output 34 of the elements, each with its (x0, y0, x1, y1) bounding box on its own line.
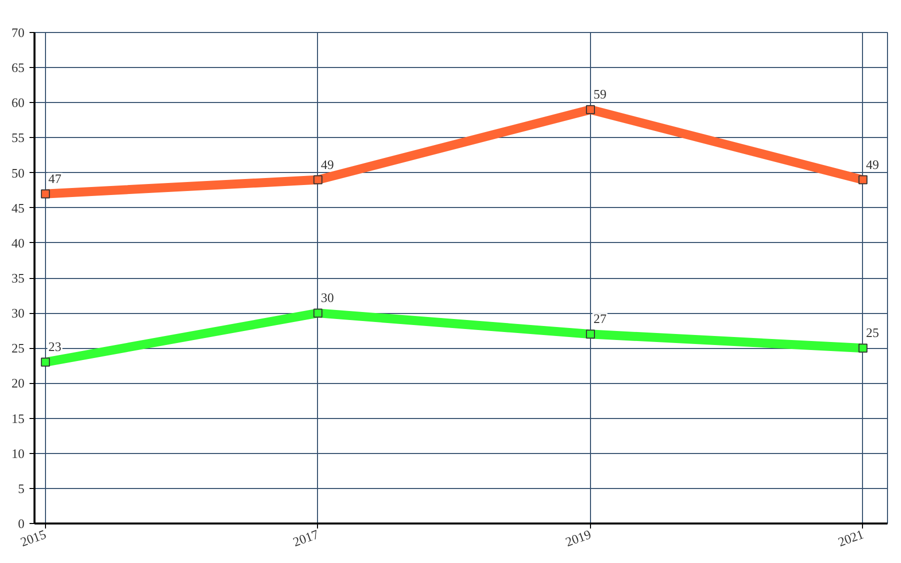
data-label: 25 (866, 325, 879, 340)
point (313, 308, 322, 318)
y-tick-label: 45 (12, 200, 24, 216)
y-tick-label: 5 (18, 480, 24, 496)
y-tick-label: 20 (12, 376, 24, 391)
y-tick-label: 65 (12, 60, 24, 76)
y-tick-label: 15 (12, 410, 24, 426)
y-tick-label: 0 (18, 516, 24, 531)
data-label: 23 (48, 339, 62, 354)
data-label: 30 (320, 290, 334, 306)
y-tick-label: 30 (12, 306, 24, 321)
data-label: 49 (866, 156, 879, 172)
point (586, 105, 595, 114)
x-tick-label: 2019 (563, 526, 594, 550)
y-tick-label: 60 (12, 95, 24, 110)
point (40, 358, 50, 367)
x-tick-label: 2021 (836, 526, 866, 550)
point (858, 344, 868, 353)
point (586, 330, 595, 339)
point (858, 175, 868, 184)
y-tick-label: 70 (12, 25, 24, 40)
point (40, 189, 50, 198)
data-label: 49 (320, 156, 334, 172)
data-label: 27 (593, 311, 607, 326)
y-tick-label: 25 (12, 340, 24, 356)
y-tick-label: 50 (12, 165, 24, 180)
point (313, 175, 322, 184)
y-tick-label: 35 (12, 270, 24, 286)
x-tick-label: 2017 (290, 526, 321, 550)
y-tick-label: 10 (12, 446, 24, 461)
data-label: 47 (48, 170, 62, 186)
y-tick-label: 55 (12, 130, 24, 146)
data-label: 59 (593, 86, 606, 102)
y-tick-label: 40 (12, 235, 24, 250)
